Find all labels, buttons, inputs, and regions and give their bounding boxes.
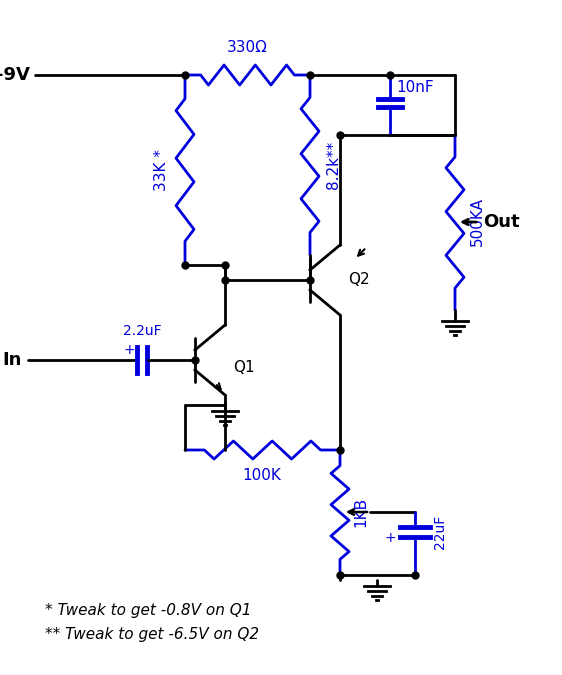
Text: 22uF: 22uF — [433, 515, 447, 549]
Text: +: + — [384, 531, 396, 545]
Text: 500KA: 500KA — [470, 198, 485, 246]
Text: 2.2uF: 2.2uF — [123, 324, 161, 338]
Text: +: + — [124, 343, 135, 357]
Text: Q2: Q2 — [348, 273, 370, 288]
Text: ** Tweak to get -6.5V on Q2: ** Tweak to get -6.5V on Q2 — [45, 628, 259, 643]
Text: 100K: 100K — [243, 468, 282, 483]
Text: In: In — [3, 351, 22, 369]
Text: Out: Out — [483, 213, 520, 231]
Text: -9V: -9V — [0, 66, 30, 84]
Text: Q1: Q1 — [233, 360, 255, 375]
Text: * Tweak to get -0.8V on Q1: * Tweak to get -0.8V on Q1 — [45, 603, 252, 618]
Text: 10nF: 10nF — [396, 80, 434, 95]
Text: 33K *: 33K * — [154, 149, 169, 191]
Text: 8.2k**: 8.2k** — [326, 141, 341, 189]
Text: 1KB: 1KB — [353, 497, 368, 527]
Text: 330Ω: 330Ω — [226, 40, 268, 55]
